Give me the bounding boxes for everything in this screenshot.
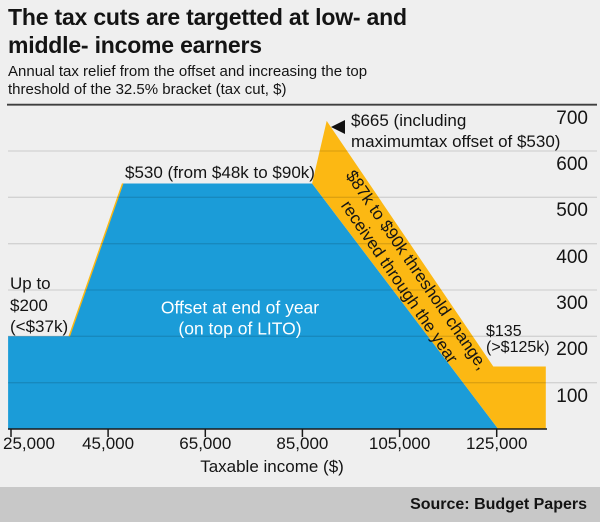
x-axis-tick-label: 25,000 (3, 434, 55, 453)
slope-accent-line (68, 183, 124, 337)
x-axis-title: Taxable income ($) (200, 457, 344, 476)
annotation-up-to-200-line3: (<$37k) (10, 317, 69, 336)
annotation-665: $665 (including maximumtax offset of $53… (351, 110, 560, 152)
y-axis-tick-label: 100 (556, 385, 588, 407)
annotation-665-line2: maximumtax offset of $530) (351, 132, 561, 151)
chart-subtitle: Annual tax relief from the offset and in… (8, 63, 367, 98)
annotation-135-line1: $135 (486, 323, 522, 340)
annotation-665-line1: $665 (including (351, 111, 467, 130)
annotation-offset-lito-line2: (on top of LITO) (178, 318, 302, 338)
annotation-530: $530 (from $48k to $90k) (125, 163, 315, 182)
x-axis-tick-label: 45,000 (82, 434, 135, 453)
y-axis-tick-label: 200 (556, 339, 588, 361)
y-axis-tick-label: 600 (556, 154, 588, 175)
chart-subtitle-line2: threshold of the 32.5% bracket (tax cut,… (8, 80, 287, 98)
annotation-up-to-200: Up to $200 (<$37k) (10, 273, 68, 338)
annotation-offset-lito: Offset at end of year (on top of LITO) (161, 298, 319, 339)
annotation-135-line2: (>$125k) (486, 339, 550, 356)
page-title-line2: middle- income earners (8, 32, 262, 58)
left-arrowhead-icon (331, 120, 345, 134)
annotation-up-to-200-line1: Up to (10, 274, 51, 293)
blue-area-series (8, 183, 499, 429)
x-axis-tick-label: 85,000 (276, 434, 329, 453)
yellow-band-series (312, 120, 546, 430)
y-axis-tick-label: 500 (556, 200, 588, 222)
page-title: The tax cuts are targetted at low- and m… (8, 3, 407, 59)
y-axis-tick-label: 400 (556, 246, 588, 268)
source-note: Source: Budget Papers (410, 496, 587, 513)
chart-subtitle-line1: Annual tax relief from the offset and in… (8, 63, 368, 80)
annotation-up-to-200-line2: $200 (10, 295, 48, 315)
y-axis-tick-label: 300 (556, 293, 588, 314)
x-axis-tick-label: 125,000 (465, 434, 528, 453)
page-title-line1: The tax cuts are targetted at low- and (8, 4, 407, 30)
x-axis-tick-label: 105,000 (368, 434, 431, 453)
annotation-135: $135 (>$125k) (486, 324, 550, 356)
y-axis-tick-label: 700 (556, 107, 588, 129)
source-bar: Source: Budget Papers (0, 487, 600, 522)
x-axis-tick-label: 65,000 (179, 434, 232, 453)
annotation-offset-lito-line1: Offset at end of year (160, 297, 320, 318)
